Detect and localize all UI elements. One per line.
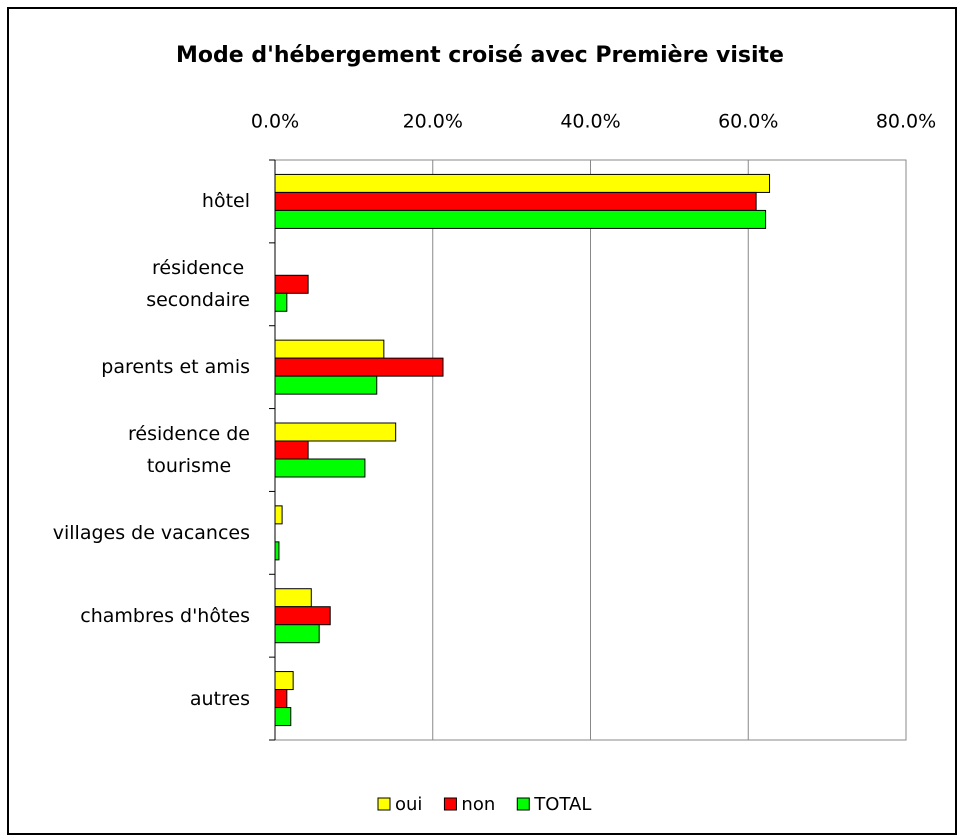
y-tick-label: parents et amis <box>101 356 250 379</box>
y-tick-label: hôtel <box>201 190 250 213</box>
y-tick-label: autres <box>189 687 250 710</box>
x-tick-label: 0.0% <box>251 111 299 133</box>
legend-label: oui <box>395 794 422 815</box>
y-tick-label: résidence secondaire <box>146 257 250 312</box>
chart-frame <box>7 7 957 835</box>
bar <box>274 440 309 460</box>
bar <box>274 375 378 395</box>
bar <box>274 339 385 359</box>
bar <box>274 588 312 608</box>
legend-label: TOTAL <box>533 794 591 815</box>
y-tick-label: villages de vacances <box>52 521 250 544</box>
bar <box>274 458 366 478</box>
bar <box>274 209 767 229</box>
bar <box>274 292 288 312</box>
x-tick-label: 60.0% <box>718 111 778 133</box>
bar <box>274 606 331 626</box>
legend-swatch <box>516 797 530 811</box>
bar <box>274 707 292 727</box>
bar <box>274 689 288 709</box>
x-tick-label: 40.0% <box>560 111 620 133</box>
bar <box>274 191 757 211</box>
y-tick-label: chambres d'hôtes <box>80 604 250 627</box>
bar <box>274 357 444 377</box>
legend-label: non <box>461 794 495 815</box>
x-tick-label: 80.0% <box>876 111 936 133</box>
bar <box>274 274 309 294</box>
bar <box>274 671 294 691</box>
bar <box>274 173 771 193</box>
bar <box>274 422 397 442</box>
legend-swatch <box>443 797 457 811</box>
chart-title: Mode d'hébergement croisé avec Première … <box>176 43 784 68</box>
bar <box>274 624 320 644</box>
bar <box>274 505 283 525</box>
x-tick-label: 20.0% <box>403 111 463 133</box>
legend-swatch <box>377 797 391 811</box>
bar <box>274 541 280 561</box>
y-tick-label: résidence de tourisme <box>128 423 250 477</box>
